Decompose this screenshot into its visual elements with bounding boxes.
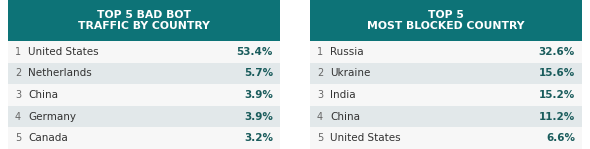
Text: 53.4%: 53.4% — [237, 47, 273, 57]
Text: 3: 3 — [15, 90, 21, 100]
Text: 32.6%: 32.6% — [539, 47, 575, 57]
Text: 5: 5 — [317, 133, 323, 143]
Text: 1: 1 — [15, 47, 21, 57]
Text: 2: 2 — [15, 68, 21, 78]
Bar — [8, 41, 280, 63]
Text: 3: 3 — [317, 90, 323, 100]
Text: MOST BLOCKED COUNTRY: MOST BLOCKED COUNTRY — [367, 21, 525, 31]
Text: China: China — [28, 90, 58, 100]
Text: TRAFFIC BY COUNTRY: TRAFFIC BY COUNTRY — [78, 21, 210, 31]
Text: 4: 4 — [15, 112, 21, 122]
Bar — [8, 127, 280, 149]
Text: 5.7%: 5.7% — [244, 68, 273, 78]
Bar — [8, 63, 280, 84]
Text: Russia: Russia — [330, 47, 363, 57]
Text: Ukraine: Ukraine — [330, 68, 371, 78]
Text: 2: 2 — [317, 68, 323, 78]
Text: 15.6%: 15.6% — [539, 68, 575, 78]
Bar — [310, 41, 582, 63]
Text: India: India — [330, 90, 356, 100]
Text: China: China — [330, 112, 360, 122]
Text: United States: United States — [28, 47, 99, 57]
Text: TOP 5: TOP 5 — [428, 10, 464, 20]
Text: 5: 5 — [15, 133, 21, 143]
Text: 3.9%: 3.9% — [244, 90, 273, 100]
Text: 4: 4 — [317, 112, 323, 122]
Bar — [310, 106, 582, 127]
Bar — [310, 0, 582, 41]
Bar — [310, 127, 582, 149]
Bar — [310, 84, 582, 106]
Text: 3.9%: 3.9% — [244, 112, 273, 122]
Text: 15.2%: 15.2% — [539, 90, 575, 100]
Text: TOP 5 BAD BOT: TOP 5 BAD BOT — [97, 10, 191, 20]
Text: Germany: Germany — [28, 112, 76, 122]
Text: 11.2%: 11.2% — [539, 112, 575, 122]
Bar — [310, 63, 582, 84]
Text: Netherlands: Netherlands — [28, 68, 92, 78]
Bar — [8, 0, 280, 41]
Text: 6.6%: 6.6% — [546, 133, 575, 143]
Text: Canada: Canada — [28, 133, 68, 143]
Text: 1: 1 — [317, 47, 323, 57]
Text: United States: United States — [330, 133, 401, 143]
Text: 3.2%: 3.2% — [244, 133, 273, 143]
Bar — [8, 84, 280, 106]
Bar — [8, 106, 280, 127]
